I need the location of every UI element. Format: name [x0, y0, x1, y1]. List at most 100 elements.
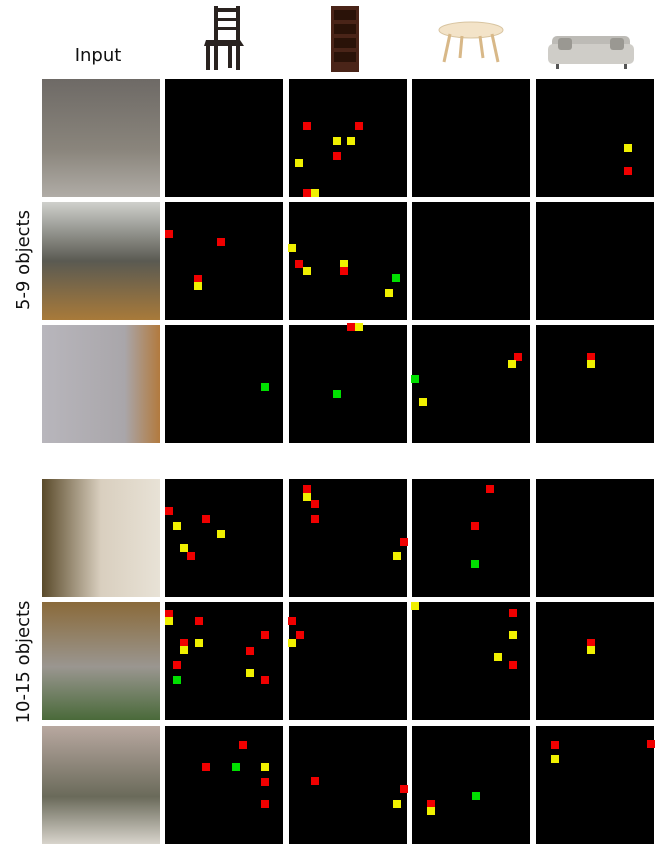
- detection-marker: [427, 800, 435, 808]
- detection-marker: [587, 646, 595, 654]
- input-label: Input: [75, 45, 122, 66]
- detection-marker: [261, 763, 269, 771]
- detection-marker: [173, 522, 181, 530]
- detection-marker: [187, 552, 195, 560]
- detection-marker: [385, 289, 393, 297]
- detection-marker: [347, 323, 355, 331]
- output-panel: [412, 325, 530, 443]
- detection-marker: [246, 669, 254, 677]
- detection-marker: [202, 515, 210, 523]
- detection-marker: [624, 167, 632, 175]
- input-image: [42, 202, 160, 320]
- detection-marker: [180, 646, 188, 654]
- detection-marker: [165, 617, 173, 625]
- output-panel: [536, 602, 654, 720]
- detection-marker: [508, 360, 516, 368]
- output-panel: [412, 726, 530, 844]
- detection-marker: [340, 260, 348, 268]
- detection-marker: [295, 159, 303, 167]
- detection-marker: [311, 777, 319, 785]
- output-panel: [536, 325, 654, 443]
- detection-marker: [165, 507, 173, 515]
- detection-marker: [340, 267, 348, 275]
- detection-marker: [587, 639, 595, 647]
- sofa-icon: [548, 36, 634, 69]
- detection-marker: [165, 230, 173, 238]
- detection-marker: [411, 602, 419, 610]
- detection-marker: [295, 260, 303, 268]
- detection-marker: [419, 398, 427, 406]
- bookshelf-icon: [331, 6, 359, 72]
- detection-marker: [494, 653, 502, 661]
- detection-marker: [333, 152, 341, 160]
- detection-marker: [311, 189, 319, 197]
- detection-marker: [303, 493, 311, 501]
- detection-marker: [486, 485, 494, 493]
- output-panel: [412, 479, 530, 597]
- detection-marker: [347, 137, 355, 145]
- input-image: [42, 79, 160, 197]
- detection-marker: [239, 741, 247, 749]
- detection-marker: [195, 617, 203, 625]
- detection-marker: [165, 610, 173, 618]
- detection-marker: [194, 282, 202, 290]
- detection-marker: [311, 500, 319, 508]
- detection-marker: [303, 189, 311, 197]
- detection-marker: [311, 515, 319, 523]
- detection-marker: [194, 275, 202, 283]
- input-image: [42, 726, 160, 844]
- output-panel: [412, 79, 530, 197]
- detection-marker: [180, 544, 188, 552]
- detection-marker: [261, 631, 269, 639]
- detection-marker: [427, 807, 435, 815]
- detection-marker: [355, 122, 363, 130]
- detection-marker: [393, 552, 401, 560]
- detection-marker: [303, 122, 311, 130]
- detection-marker: [551, 741, 559, 749]
- detection-marker: [400, 785, 408, 793]
- detection-marker: [355, 323, 363, 331]
- detection-marker: [624, 144, 632, 152]
- detection-marker: [471, 560, 479, 568]
- output-panel: [289, 602, 407, 720]
- detection-marker: [587, 360, 595, 368]
- detection-marker: [411, 375, 419, 383]
- detection-marker: [195, 639, 203, 647]
- detection-marker: [509, 609, 517, 617]
- detection-marker: [261, 676, 269, 684]
- detection-marker: [232, 763, 240, 771]
- detection-marker: [393, 800, 401, 808]
- detection-marker: [509, 631, 517, 639]
- detection-marker: [261, 800, 269, 808]
- detection-marker: [217, 530, 225, 538]
- detection-marker: [303, 485, 311, 493]
- detection-marker: [514, 353, 522, 361]
- detection-marker: [587, 353, 595, 361]
- detection-marker: [173, 661, 181, 669]
- chair-icon: [204, 6, 244, 70]
- detection-marker: [261, 383, 269, 391]
- detection-marker: [471, 522, 479, 530]
- input-image: [42, 602, 160, 720]
- detection-marker: [303, 267, 311, 275]
- detection-marker: [333, 137, 341, 145]
- group-label: 10-15 objects: [13, 601, 34, 724]
- input-image: [42, 479, 160, 597]
- output-panel: [165, 202, 283, 320]
- output-panel: [289, 325, 407, 443]
- input-image: [42, 325, 160, 443]
- table-icon: [438, 21, 504, 63]
- detection-marker: [288, 244, 296, 252]
- detection-marker: [180, 639, 188, 647]
- detection-marker: [392, 274, 400, 282]
- output-panel: [289, 726, 407, 844]
- output-panel: [536, 202, 654, 320]
- output-panel: [165, 79, 283, 197]
- detection-marker: [296, 631, 304, 639]
- detection-marker: [202, 763, 210, 771]
- detection-marker: [400, 538, 408, 546]
- panel-grid: [42, 79, 655, 844]
- output-panel: [165, 602, 283, 720]
- detection-marker: [217, 238, 225, 246]
